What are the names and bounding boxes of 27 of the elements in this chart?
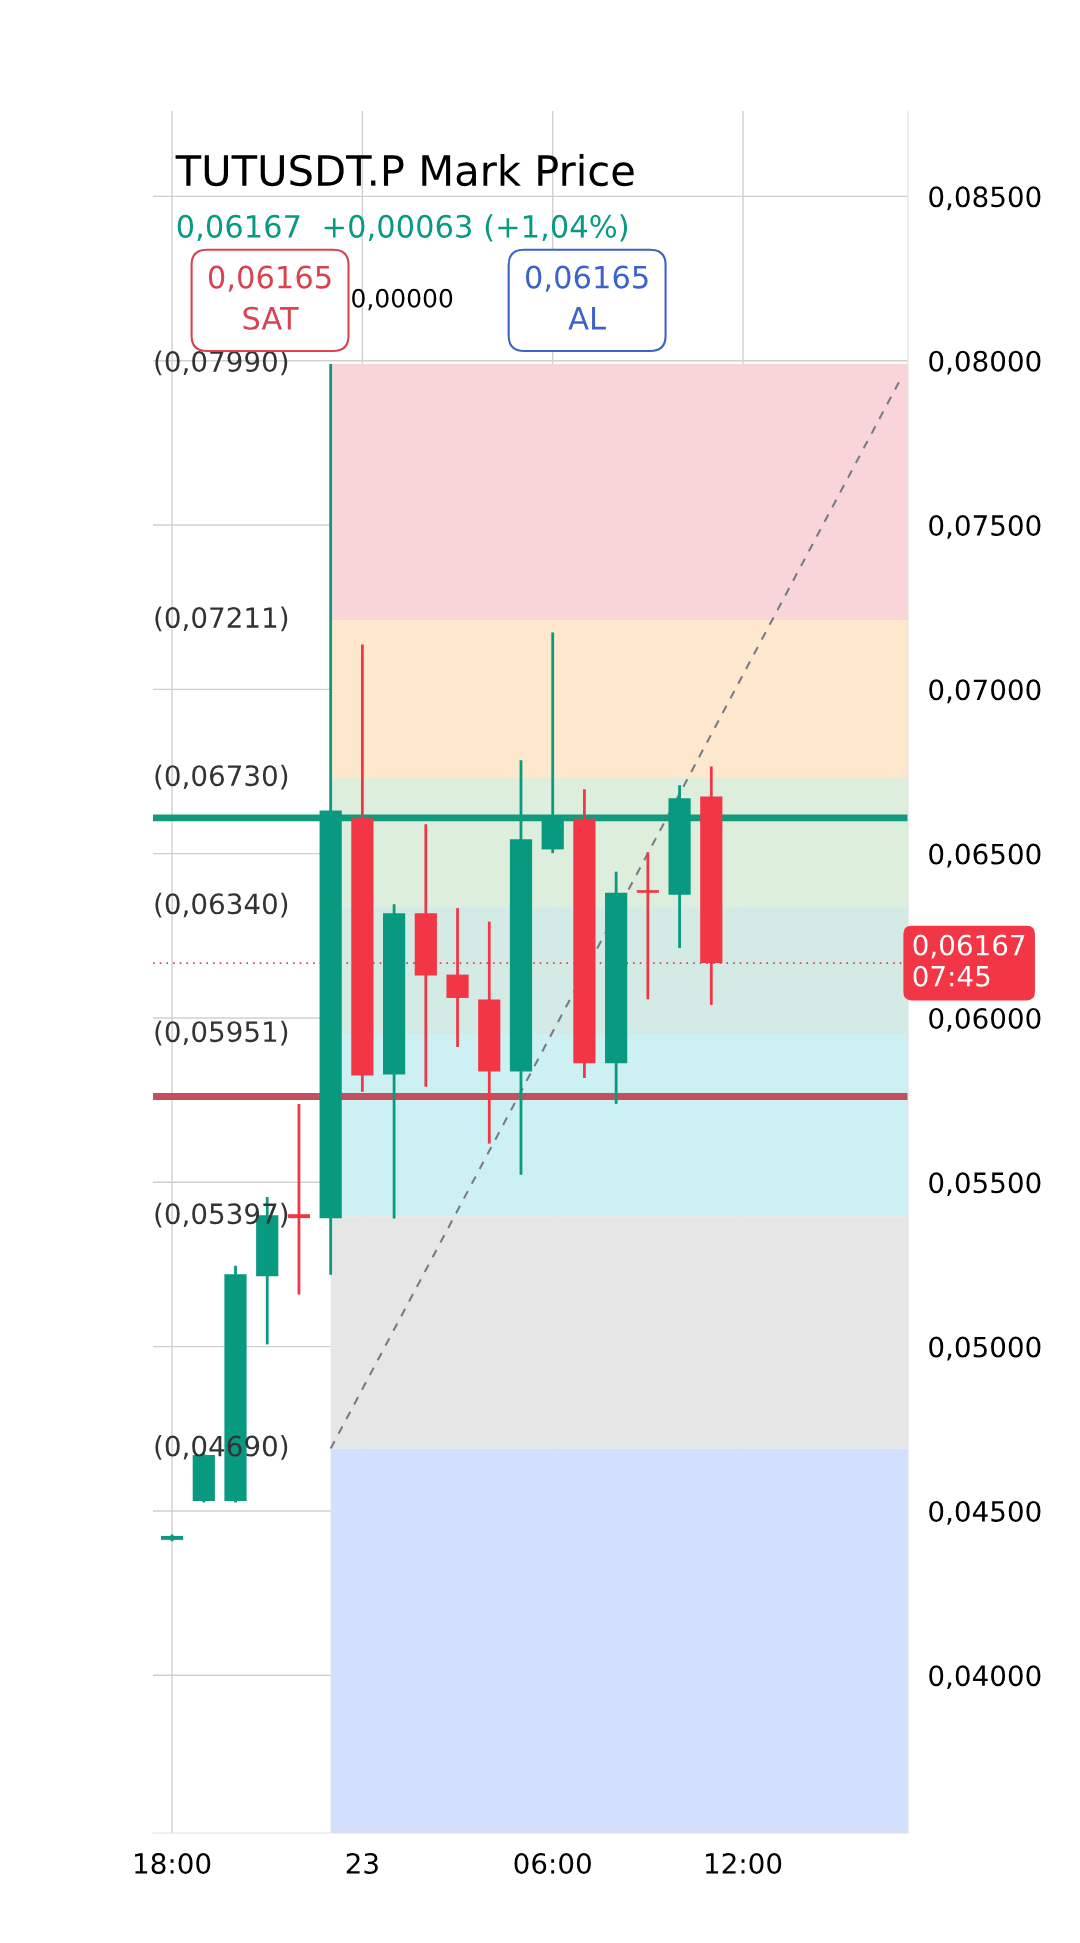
annotation: 0,06165 SAT <box>208 265 331 330</box>
y-tick-label: 0,06000 <box>929 1007 1041 1032</box>
y-tick-label: 0,08000 <box>929 350 1041 375</box>
y-tick-label: 0,07500 <box>929 514 1041 539</box>
annotation: 0,06165 AL <box>525 265 648 330</box>
candlestick <box>287 1104 311 1295</box>
y-tick-label: 0,05000 <box>929 1336 1041 1361</box>
y-tick-label: 0,04500 <box>929 1500 1041 1525</box>
annotation: 0,00000 <box>352 288 453 311</box>
text: 0,06167 +0,00063 (+1,04%) <box>177 214 628 242</box>
x-tick-label: 12:00 <box>706 1852 782 1874</box>
band-label: (0,06730) <box>155 764 288 790</box>
x-tick-label: 18:00 <box>135 1852 211 1874</box>
y-tick-label: 0,08500 <box>929 186 1041 211</box>
x-tick-label: 23 <box>346 1852 378 1874</box>
y-tick-label: 0,04000 <box>929 1665 1041 1690</box>
band-label: (0,07990) <box>155 350 288 376</box>
y-tick-label: 0,07000 <box>929 679 1041 704</box>
x-tick-label: 06:00 <box>514 1852 591 1874</box>
y-tick-label: 0,05500 <box>929 1172 1041 1197</box>
band-label: (0,05951) <box>155 1020 288 1046</box>
candlestick <box>636 852 659 1000</box>
ref-line-label: 0,06167 07:45 <box>913 934 1025 987</box>
text: TUTUSDT.P Mark Price <box>175 154 634 187</box>
band-label: (0,06340) <box>155 892 288 918</box>
band-label: (0,07211) <box>155 606 288 632</box>
y-tick-label: 0,06500 <box>929 843 1041 868</box>
